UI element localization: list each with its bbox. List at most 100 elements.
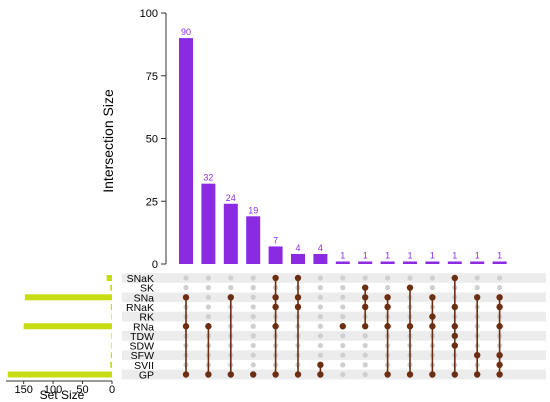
matrix-dot-active — [384, 371, 391, 378]
intersection-bar-label: 1 — [430, 250, 435, 260]
y-tick-label: 50 — [146, 134, 158, 146]
matrix-row-stripe — [122, 331, 546, 341]
matrix-dot-active — [362, 294, 369, 301]
intersection-bar — [425, 261, 440, 264]
matrix-dot-active — [384, 303, 391, 311]
matrix-dot-inactive — [205, 314, 211, 320]
intersection-bar-label: 1 — [385, 250, 390, 260]
matrix-dot-active — [362, 303, 369, 311]
matrix-dot-active — [406, 371, 414, 378]
matrix-dot-active — [205, 371, 212, 378]
matrix-dot-active — [294, 274, 302, 282]
intersection-bar — [380, 261, 395, 264]
matrix-dot-inactive — [362, 275, 368, 281]
matrix-dot-active — [451, 371, 458, 378]
matrix-dot-inactive — [205, 275, 211, 281]
intersection-bar — [201, 183, 216, 264]
intersection-bar — [268, 246, 283, 264]
matrix-dot-inactive — [340, 275, 346, 281]
matrix-dot-inactive — [205, 285, 211, 291]
set-name-label: SK — [140, 283, 154, 295]
matrix-dot-inactive — [497, 275, 503, 281]
matrix-dot-inactive — [385, 275, 391, 281]
matrix-dot-active — [474, 371, 481, 378]
intersection-bar — [447, 261, 462, 264]
matrix-dot-active — [496, 352, 503, 359]
set-size-axis: 150 100 50 0 — [6, 380, 115, 396]
y-tick-label: 100 — [140, 8, 158, 20]
intersection-bar — [403, 261, 417, 264]
matrix-dot-inactive — [250, 342, 256, 349]
intersection-bar-label: 90 — [181, 27, 191, 37]
matrix-dot-active — [496, 294, 503, 301]
set-name-label: SDW — [130, 341, 155, 353]
matrix-dot-inactive — [317, 314, 323, 320]
matrix-dot-inactive — [205, 304, 211, 310]
intersection-bar — [358, 261, 373, 264]
matrix-dot-inactive — [340, 371, 346, 378]
matrix-dot-active — [294, 294, 302, 301]
matrix-dot-inactive — [317, 333, 323, 339]
matrix-dot-active — [362, 323, 369, 330]
set-size-tick-label: 0 — [109, 384, 115, 396]
matrix-dot-inactive — [340, 352, 346, 358]
set-size-bar — [7, 371, 113, 378]
matrix-dot-inactive — [497, 285, 503, 291]
matrix-dot-inactive — [317, 294, 323, 300]
set-name-label: GP — [139, 370, 154, 382]
matrix-dot-inactive — [340, 333, 346, 339]
set-name-label: SNaK — [127, 273, 154, 285]
intersection-bar-labels: 90 32 24 19 7 4 4 1 1 1 1 1 1 1 1 — [181, 27, 502, 260]
intersection-bar — [470, 261, 485, 264]
matrix-dot-inactive — [362, 371, 368, 378]
matrix-dot-active — [429, 323, 436, 330]
matrix-dot-active — [227, 371, 234, 378]
matrix-dot-inactive — [250, 352, 256, 358]
set-size-bar — [110, 352, 112, 359]
set-name-label: TDW — [130, 331, 154, 343]
matrix-dot-active — [182, 294, 190, 301]
matrix-dot-active — [474, 352, 481, 359]
matrix-dot-active — [496, 323, 503, 330]
set-name-label: RNaK — [126, 302, 154, 314]
matrix-dot-active — [451, 274, 458, 282]
matrix-dot-inactive — [385, 285, 391, 291]
set-size-bar — [24, 294, 112, 301]
matrix-dot-active — [474, 294, 481, 301]
matrix-dot-active — [250, 371, 257, 378]
matrix-dot-active — [406, 323, 414, 330]
matrix-dot-active — [429, 313, 436, 320]
matrix-row-stripes — [122, 273, 546, 380]
matrix-dot-active — [294, 371, 302, 378]
matrix-dot-active — [272, 303, 279, 311]
matrix-dot-active — [272, 294, 279, 301]
matrix-dot-active — [451, 332, 458, 340]
matrix-dot-inactive — [362, 362, 368, 368]
matrix-dot-active — [339, 323, 346, 330]
matrix-dot-active — [272, 274, 279, 282]
matrix-dot-inactive — [205, 294, 211, 300]
matrix-dot-inactive — [340, 304, 346, 310]
matrix-dot-inactive — [250, 294, 256, 300]
set-size-bar — [110, 284, 112, 291]
matrix-dot-active — [496, 371, 503, 378]
matrix-dot-inactive — [340, 285, 346, 291]
intersection-bar — [492, 261, 507, 264]
matrix-dot-active — [429, 294, 436, 301]
matrix-dot-inactive — [228, 275, 234, 281]
matrix-dot-active — [451, 323, 458, 330]
matrix-dot-active — [272, 371, 279, 378]
intersection-bar-label: 4 — [318, 243, 323, 253]
matrix-dot-inactive — [317, 342, 323, 349]
matrix-dot-inactive — [362, 333, 368, 339]
matrix-dot-inactive — [317, 304, 323, 310]
matrix-dot-inactive — [250, 362, 256, 368]
intersection-bar-label: 1 — [475, 250, 480, 260]
set-name-label: SVII — [134, 360, 154, 372]
intersection-bar — [223, 203, 238, 264]
matrix-dot-inactive — [362, 352, 368, 358]
matrix-dot-inactive — [250, 285, 256, 291]
matrix-dot-active — [294, 303, 302, 311]
matrix-dot-inactive — [250, 323, 256, 329]
intersection-bar-label: 1 — [407, 250, 412, 260]
